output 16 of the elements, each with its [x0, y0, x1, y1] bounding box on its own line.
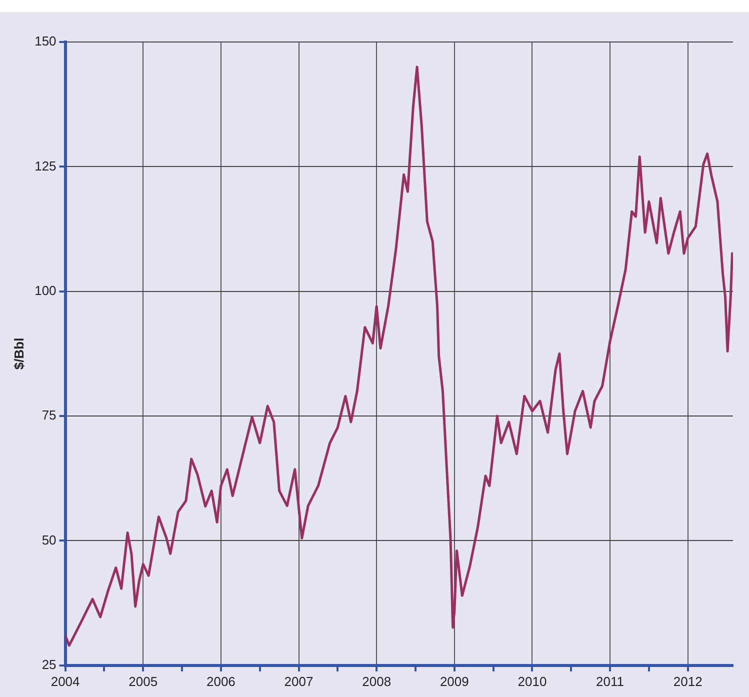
y-axis-title: $/Bbl [11, 338, 26, 370]
y-tick-label: 25 [42, 656, 56, 672]
y-tick-label: 100 [34, 282, 56, 298]
x-tick-label: 2005 [128, 674, 158, 689]
x-tick-label: 2012 [673, 674, 702, 689]
y-tick-label: 125 [34, 158, 56, 174]
y-tick-label: 50 [42, 532, 56, 548]
x-tick-label: 2009 [440, 674, 469, 689]
x-tick-label: 2011 [596, 674, 624, 689]
x-tick-label: 2010 [518, 674, 547, 689]
y-tick-label: 150 [34, 34, 56, 49]
x-tick-label: 2008 [362, 674, 392, 689]
x-tick-label: 2004 [50, 674, 80, 689]
y-tick-label: 75 [42, 408, 56, 423]
x-tick-label: 2006 [206, 674, 236, 689]
x-tick-label: 2007 [284, 674, 314, 689]
